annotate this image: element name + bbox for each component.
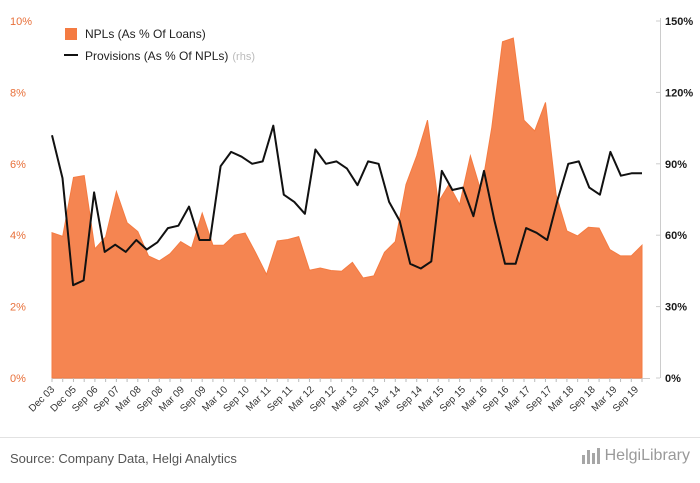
right-axis-tick-label: 120%: [665, 87, 693, 99]
left-axis-tick-label: 4%: [10, 230, 26, 242]
npl-area-series: [51, 37, 643, 379]
brand-logo: HelgiLibrary: [581, 447, 690, 465]
right-axis-tick-label: 90%: [665, 159, 687, 171]
library-icon: [581, 448, 600, 464]
chart: 0% 2% 4% 6% 8% 10% 0% 30% 60% 90% 120% 150% Dec 03…: [10, 16, 693, 415]
right-axis-tick-label: 60%: [665, 230, 687, 242]
legend-label-provisions: Provisions (As % Of NPLs) (rhs): [85, 49, 255, 63]
right-axis-tick-label: 0%: [665, 373, 681, 385]
right-axis: 0% 30% 60% 90% 120% 150%: [656, 16, 693, 385]
left-axis-tick-label: 8%: [10, 87, 26, 99]
provisions-line-series: [51, 124, 642, 287]
right-axis-tick-label: 150%: [665, 16, 693, 28]
legend-swatch-npl: [65, 28, 77, 40]
left-axis-tick-label: 2%: [10, 302, 26, 314]
legend-label-npl: NPLs (As % Of Loans): [85, 27, 206, 41]
footer-divider: [0, 437, 700, 438]
legend: NPLs (As % Of Loans) Provisions (As % Of…: [64, 27, 255, 63]
source-note: Source: Company Data, Helgi Analytics: [10, 451, 237, 466]
left-axis-tick-label: 10%: [10, 16, 32, 28]
brand-name: HelgiLibrary: [604, 447, 690, 464]
left-axis-tick-label: 0%: [10, 373, 26, 385]
right-axis-tick-label: 30%: [665, 302, 687, 314]
plot-area: [51, 37, 643, 379]
left-axis-tick-label: 6%: [10, 159, 26, 171]
